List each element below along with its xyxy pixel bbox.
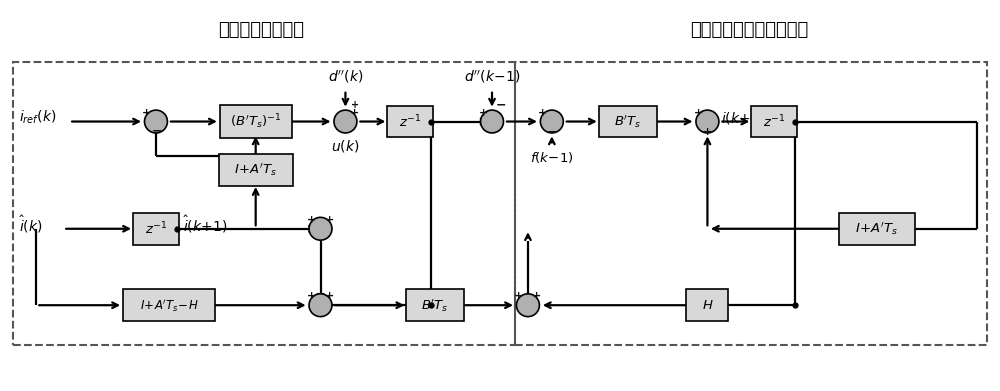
- FancyBboxPatch shape: [133, 213, 179, 245]
- Text: +: +: [538, 108, 548, 118]
- FancyBboxPatch shape: [751, 106, 797, 137]
- Text: $z^{-1}$: $z^{-1}$: [399, 113, 421, 130]
- Text: $d''(k\!-\!1)$: $d''(k\!-\!1)$: [464, 69, 520, 85]
- FancyBboxPatch shape: [599, 106, 657, 137]
- Text: $I\!+\!A'T_s$: $I\!+\!A'T_s$: [234, 162, 277, 178]
- Circle shape: [481, 110, 503, 133]
- Circle shape: [334, 110, 357, 133]
- Text: +: +: [325, 291, 334, 301]
- FancyBboxPatch shape: [686, 289, 728, 321]
- Text: +: +: [307, 291, 316, 301]
- FancyBboxPatch shape: [406, 289, 464, 321]
- Text: $f(k\!-\!1)$: $f(k\!-\!1)$: [530, 150, 574, 165]
- Text: +: +: [351, 100, 359, 109]
- Text: $i(k\!+\!1)$: $i(k\!+\!1)$: [721, 109, 766, 126]
- Text: $(B'T_s)^{-1}$: $(B'T_s)^{-1}$: [230, 112, 281, 131]
- Text: +: +: [703, 127, 712, 138]
- Text: $z^{-1}$: $z^{-1}$: [763, 113, 785, 130]
- FancyBboxPatch shape: [839, 213, 915, 245]
- Circle shape: [696, 110, 719, 133]
- Text: −: −: [496, 98, 506, 111]
- Text: $\hat{i}(k\!+\!1)$: $\hat{i}(k\!+\!1)$: [183, 214, 228, 235]
- Text: +: +: [325, 215, 334, 225]
- Text: $d''(k)$: $d''(k)$: [328, 69, 363, 85]
- Text: +: +: [478, 108, 488, 118]
- Text: +: +: [350, 108, 359, 118]
- Text: −: −: [152, 125, 162, 138]
- Text: $I\!+\!A'T_s$: $I\!+\!A'T_s$: [855, 221, 899, 237]
- Text: +: +: [142, 108, 152, 118]
- Text: +: +: [307, 215, 316, 225]
- Circle shape: [516, 294, 539, 317]
- Text: 永磁电机离散域数学模型: 永磁电机离散域数学模型: [690, 21, 808, 39]
- Text: +: +: [532, 291, 542, 301]
- Text: −: −: [547, 126, 557, 139]
- Text: $I\!+\!A'T_s\!-\!H$: $I\!+\!A'T_s\!-\!H$: [140, 297, 198, 314]
- Circle shape: [144, 110, 167, 133]
- Text: $B'T_s$: $B'T_s$: [421, 297, 449, 314]
- Circle shape: [309, 217, 332, 240]
- Text: $\hat{i}(k)$: $\hat{i}(k)$: [19, 214, 43, 235]
- Text: $B'T_s$: $B'T_s$: [614, 113, 641, 130]
- FancyBboxPatch shape: [219, 154, 293, 186]
- Text: +: +: [514, 291, 524, 301]
- Text: 鲁棒电流预测控制: 鲁棒电流预测控制: [218, 21, 304, 39]
- FancyBboxPatch shape: [123, 289, 215, 321]
- Circle shape: [309, 294, 332, 317]
- Text: $z^{-1}$: $z^{-1}$: [145, 221, 167, 237]
- Circle shape: [540, 110, 563, 133]
- Text: $H$: $H$: [702, 299, 713, 312]
- FancyBboxPatch shape: [387, 106, 433, 137]
- Text: +: +: [694, 108, 703, 118]
- Text: $u(k)$: $u(k)$: [331, 138, 360, 154]
- Text: $i_{ref}(k)$: $i_{ref}(k)$: [19, 109, 57, 126]
- FancyBboxPatch shape: [220, 105, 292, 138]
